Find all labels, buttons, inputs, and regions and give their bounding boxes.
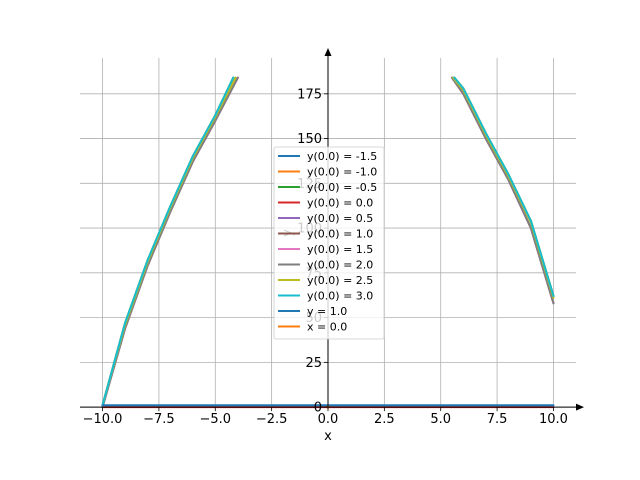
- legend-entry-9: y(0.0) = 3.0: [307, 290, 373, 303]
- x-axis-arrow-icon: [576, 403, 584, 411]
- legend-entry-1: y(0.0) = -1.0: [307, 166, 377, 179]
- series-7-segment-1: [451, 76, 555, 305]
- x-axis-label: x: [324, 429, 332, 444]
- series-9-segment-0: [101, 76, 235, 407]
- x-tick-label-0: −10.0: [83, 412, 123, 427]
- y-tick-label-7: 175: [297, 87, 322, 102]
- y-tick-label-6: 150: [297, 132, 322, 147]
- legend-entry-11: x = 0.0: [307, 321, 347, 334]
- x-ticks: −10.0 −7.5 −5.0 −2.5 0.0 2.5 5.0 7.5 10.0: [83, 407, 568, 427]
- legend-entry-8: y(0.0) = 2.5: [307, 274, 373, 287]
- legend-entry-3: y(0.0) = 0.0: [307, 197, 373, 210]
- legend: y(0.0) = -1.5 y(0.0) = -1.0 y(0.0) = -0.5 y…: [273, 146, 385, 340]
- legend-entry-2: y(0.0) = -0.5: [307, 181, 377, 194]
- legend-entry-6: y(0.0) = 1.5: [307, 243, 373, 256]
- x-tick-label-8: 10.0: [539, 412, 568, 427]
- legend-entry-4: y(0.0) = 0.5: [307, 212, 373, 225]
- legend-entry-0: y(0.0) = -1.5: [307, 150, 377, 163]
- legend-entry-5: y(0.0) = 1.0: [307, 228, 373, 241]
- legend-frame: [273, 146, 385, 340]
- y-axis-arrow-icon: [324, 48, 332, 56]
- series-9: [101, 76, 555, 407]
- x-tick-label-6: 5.0: [430, 412, 451, 427]
- x-tick-label-5: 2.5: [374, 412, 395, 427]
- x-tick-label-7: 7.5: [487, 412, 508, 427]
- x-tick-label-4: 0.0: [318, 412, 339, 427]
- y-tick-label-1: 25: [305, 356, 322, 371]
- x-tick-label-2: −5.0: [199, 412, 231, 427]
- series-9-segment-1: [453, 76, 555, 298]
- x-tick-label-1: −7.5: [143, 412, 175, 427]
- legend-entry-7: y(0.0) = 2.0: [307, 259, 373, 272]
- legend-entry-10: y = 1.0: [307, 305, 347, 318]
- y-tick-label-0: 0: [314, 401, 322, 416]
- x-tick-label-3: −2.5: [256, 412, 288, 427]
